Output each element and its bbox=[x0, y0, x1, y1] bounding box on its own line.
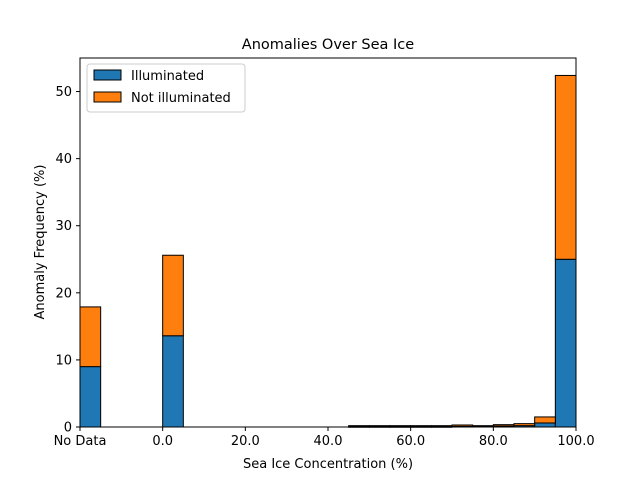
bar-not-illuminated-80 bbox=[492, 424, 515, 427]
x-tick-label: No Data bbox=[54, 434, 107, 449]
bar-illuminated-neg20 bbox=[79, 366, 102, 428]
legend: Illuminated Not illuminated bbox=[86, 63, 246, 113]
y-tick-label: 30 bbox=[55, 219, 72, 234]
x-tick-label: 100.0 bbox=[557, 434, 594, 449]
bar-not-illuminated-70 bbox=[451, 424, 474, 427]
y-axis-label: Anomaly Frequency (%) bbox=[33, 165, 48, 320]
bar-illuminated-95 bbox=[554, 258, 577, 428]
bar-not-illuminated-75 bbox=[472, 425, 494, 427]
bar-not-illuminated-0 bbox=[162, 254, 184, 337]
bar-illuminated-0 bbox=[162, 335, 184, 428]
x-tick-label: 40.0 bbox=[314, 434, 343, 449]
y-tick-label: 0 bbox=[64, 421, 72, 436]
axes-frame bbox=[79, 57, 577, 428]
legend-label-not-illuminated: Not illuminated bbox=[131, 91, 231, 106]
y-axis-ticks: 0 10 20 30 40 50 bbox=[55, 85, 80, 436]
y-tick-label: 40 bbox=[55, 152, 72, 167]
bar-not-illuminated-95 bbox=[554, 74, 577, 260]
x-tick-label: 20.0 bbox=[231, 434, 260, 449]
x-tick-label: 60.0 bbox=[396, 434, 425, 449]
x-axis-ticks: No Data 0.0 20.0 40.0 60.0 80.0 100.0 bbox=[54, 427, 595, 449]
x-tick-label: 80.0 bbox=[479, 434, 508, 449]
y-tick-label: 20 bbox=[55, 286, 72, 301]
x-axis-label: Sea Ice Concentration (%) bbox=[243, 457, 413, 472]
bar-not-illuminated-neg20 bbox=[79, 306, 102, 368]
legend-swatch-not-illuminated bbox=[93, 91, 122, 103]
y-tick-label: 50 bbox=[55, 85, 72, 100]
bar-illuminated-90 bbox=[534, 422, 556, 428]
chart-title: Anomalies Over Sea Ice bbox=[242, 37, 414, 53]
y-tick-label: 10 bbox=[55, 353, 72, 368]
legend-box bbox=[86, 63, 246, 113]
bar-not-illuminated-90 bbox=[534, 416, 556, 424]
legend-label-illuminated: Illuminated bbox=[131, 69, 204, 84]
bar-not-illuminated-85 bbox=[513, 423, 536, 427]
x-tick-label: 0.0 bbox=[152, 434, 173, 449]
legend-swatch-illuminated bbox=[93, 69, 122, 81]
